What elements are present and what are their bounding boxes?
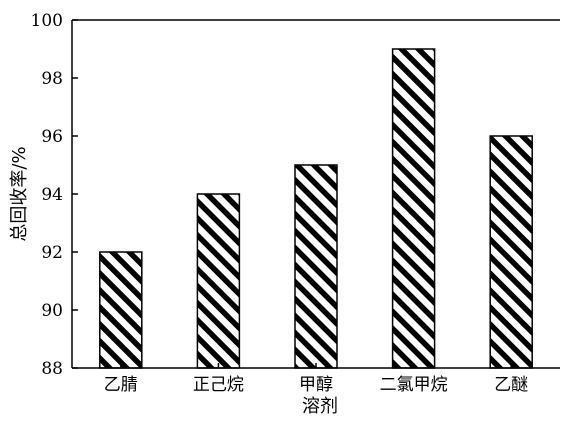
y-tick-label: 88 (41, 359, 63, 379)
bar (99, 251, 143, 369)
x-axis-title: 溶剂 (302, 396, 338, 417)
y-tick-label: 98 (41, 69, 63, 89)
bar (391, 48, 436, 369)
bar (196, 193, 241, 369)
y-tick-label: 94 (41, 185, 63, 205)
y-tick-label: 92 (41, 243, 63, 263)
x-labels-group: 乙腈 正己烷 甲醇 二氯甲烷 乙醚 (104, 363, 528, 395)
y-tick-label: 100 (31, 11, 63, 31)
bar (294, 164, 338, 369)
x-category-label: 正己烷 (193, 375, 244, 395)
x-category-label: 二氯甲烷 (380, 375, 448, 395)
x-category-label: 乙腈 (104, 375, 138, 395)
y-ticks-group: 88 90 92 94 96 98 100 (31, 11, 78, 379)
bar (489, 135, 533, 369)
x-category-label: 甲醇 (299, 375, 333, 395)
y-tick-label: 96 (41, 127, 63, 147)
y-axis-title: 总回收率/% (9, 146, 30, 241)
x-category-label: 乙醚 (494, 375, 528, 395)
bars-group (99, 48, 533, 369)
y-tick-label: 90 (41, 301, 63, 321)
